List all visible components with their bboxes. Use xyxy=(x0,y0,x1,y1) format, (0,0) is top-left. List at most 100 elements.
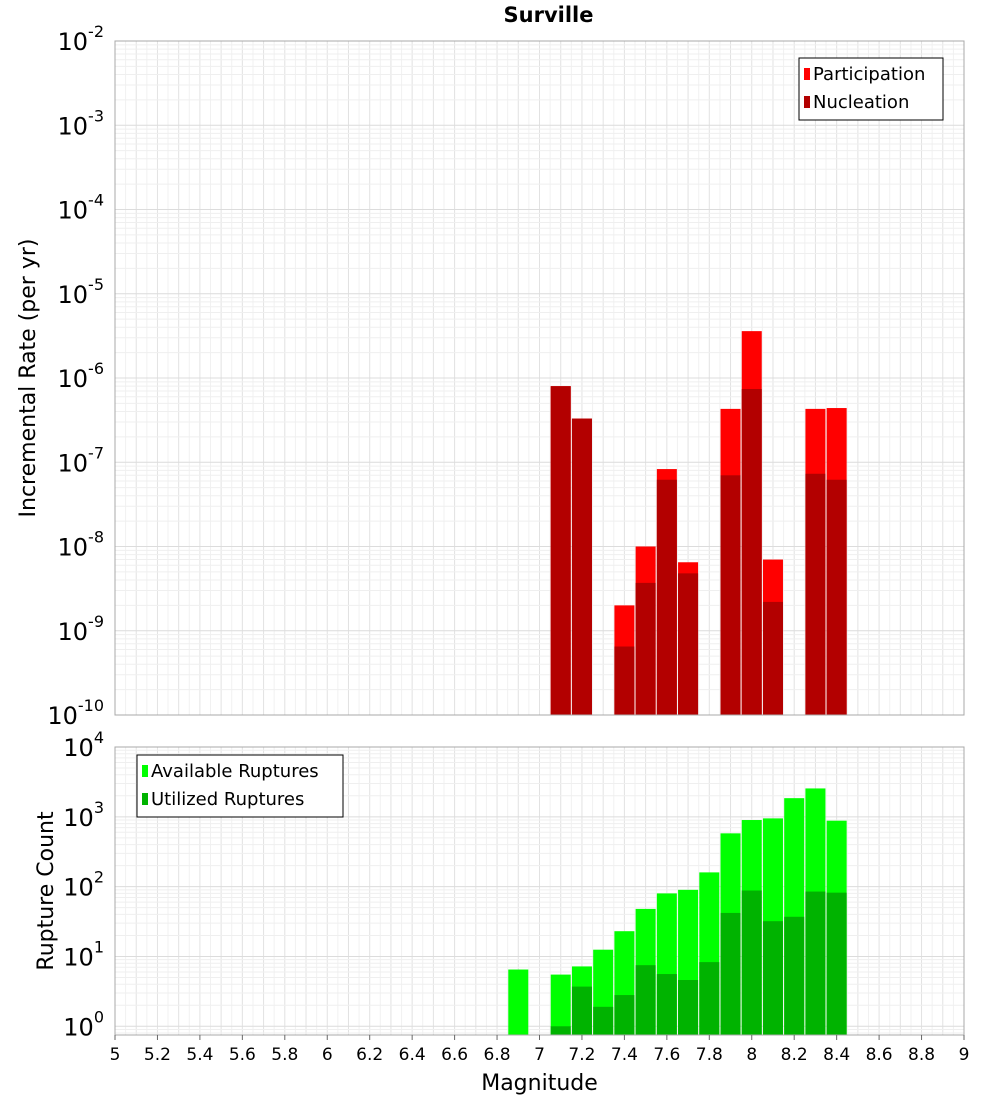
x-tick-label: 6.6 xyxy=(441,1045,468,1065)
y-tick-exponent: -10 xyxy=(78,696,104,715)
x-tick-label: 5.2 xyxy=(144,1045,171,1065)
x-tick-label: 7.8 xyxy=(696,1045,723,1065)
y-tick-label: 10-10 xyxy=(47,696,104,730)
legend-swatch-available-ruptures xyxy=(142,765,148,777)
legend-box xyxy=(136,754,344,818)
bar-available-ruptures xyxy=(550,974,571,1035)
y-tick-label: 10-7 xyxy=(58,443,105,477)
y-tick-exponent: -7 xyxy=(88,443,104,462)
bar-utilized-ruptures xyxy=(614,995,635,1035)
y-tick-base: 10 xyxy=(58,534,89,562)
x-tick-label: 6.8 xyxy=(484,1045,511,1065)
y-tick-base: 10 xyxy=(58,28,89,56)
y-tick-label: 10-6 xyxy=(58,359,105,393)
y-tick-label: 10-4 xyxy=(58,191,105,225)
y-tick-base: 10 xyxy=(58,112,89,140)
bar-utilized-ruptures xyxy=(784,916,805,1035)
y-axis-label: Rupture Count xyxy=(34,811,59,971)
legend-label: Participation xyxy=(813,64,925,85)
x-axis-label: Magnitude xyxy=(481,1071,598,1096)
x-tick-label: 5.8 xyxy=(271,1045,298,1065)
y-tick-exponent: -5 xyxy=(88,275,104,294)
bar-utilized-ruptures xyxy=(593,1006,614,1035)
y-tick-base: 10 xyxy=(63,1013,94,1041)
y-tick-label: 10-5 xyxy=(58,275,105,309)
x-tick-label: 7.4 xyxy=(611,1045,638,1065)
bar-utilized-ruptures xyxy=(678,980,699,1035)
y-tick-label: 100 xyxy=(63,1007,104,1041)
legend-label: Utilized Ruptures xyxy=(151,789,304,810)
y-axis-label: Incremental Rate (per yr) xyxy=(16,239,41,518)
bar-available-ruptures xyxy=(508,969,529,1035)
bar-utilized-ruptures xyxy=(741,890,762,1035)
x-tick-label: 7.6 xyxy=(653,1045,680,1065)
legend: Available Ruptures Utilized Ruptures xyxy=(136,754,344,818)
bar-utilized-ruptures xyxy=(571,986,592,1035)
legend-swatch-utilized-ruptures xyxy=(142,793,148,805)
y-tick-label: 102 xyxy=(63,868,104,902)
plot-border xyxy=(114,40,965,716)
x-tick-label: 6 xyxy=(322,1045,333,1065)
x-tick-label: 9 xyxy=(959,1045,970,1065)
y-tick-label: 10-3 xyxy=(58,106,105,140)
bar-utilized-ruptures xyxy=(826,892,847,1035)
bar-nucleation xyxy=(762,601,783,715)
y-tick-base: 10 xyxy=(63,734,94,762)
y-tick-label: 103 xyxy=(63,798,104,832)
bar-nucleation xyxy=(550,386,571,715)
bar-utilized-ruptures xyxy=(550,1026,571,1035)
y-tick-base: 10 xyxy=(58,449,89,477)
y-tick-label: 101 xyxy=(63,937,104,971)
legend-swatch-participation xyxy=(804,68,810,80)
y-tick-base: 10 xyxy=(58,618,89,646)
y-tick-base: 10 xyxy=(47,702,78,730)
y-tick-base: 10 xyxy=(63,804,94,832)
legend-box xyxy=(798,57,944,121)
x-tick-label: 5.6 xyxy=(229,1045,256,1065)
y-tick-exponent: -3 xyxy=(88,106,104,125)
y-tick-base: 10 xyxy=(63,874,94,902)
bar-utilized-ruptures xyxy=(720,912,741,1035)
x-tick-label: 8.4 xyxy=(823,1045,850,1065)
y-tick-exponent: -9 xyxy=(88,612,104,631)
y-tick-exponent: 4 xyxy=(94,728,104,747)
bar-nucleation xyxy=(571,418,592,715)
chart-panel-1: 10-210-310-410-510-610-710-810-910-10Inc… xyxy=(16,3,965,730)
y-tick-label: 10-9 xyxy=(58,612,105,646)
y-tick-exponent: -8 xyxy=(88,528,104,547)
y-tick-exponent: -4 xyxy=(88,191,104,210)
x-tick-label: 6.2 xyxy=(356,1045,383,1065)
x-tick-label: 8.8 xyxy=(908,1045,935,1065)
legend-label: Nucleation xyxy=(813,92,909,113)
y-tick-exponent: -2 xyxy=(88,22,104,41)
x-tick-label: 7.2 xyxy=(568,1045,595,1065)
bar-nucleation xyxy=(720,475,741,715)
y-tick-base: 10 xyxy=(58,365,89,393)
y-tick-base: 10 xyxy=(58,281,89,309)
y-tick-label: 10-2 xyxy=(58,22,105,56)
bar-nucleation xyxy=(656,479,677,715)
bar-nucleation xyxy=(678,573,699,715)
bar-nucleation xyxy=(826,479,847,715)
bar-utilized-ruptures xyxy=(635,965,656,1035)
x-tick-label: 8 xyxy=(746,1045,757,1065)
y-tick-label: 10-8 xyxy=(58,528,105,562)
y-tick-exponent: -6 xyxy=(88,359,104,378)
y-tick-exponent: 0 xyxy=(94,1007,104,1026)
bar-utilized-ruptures xyxy=(762,921,783,1035)
bar-utilized-ruptures xyxy=(699,962,720,1035)
x-tick-label: 8.6 xyxy=(866,1045,893,1065)
bar-utilized-ruptures xyxy=(656,974,677,1035)
x-tick-label: 5 xyxy=(110,1045,121,1065)
bar-nucleation xyxy=(614,646,635,715)
legend-label: Available Ruptures xyxy=(151,761,319,782)
x-tick-label: 8.2 xyxy=(781,1045,808,1065)
y-tick-base: 10 xyxy=(63,943,94,971)
x-tick-label: 7 xyxy=(534,1045,545,1065)
x-tick-label: 6.4 xyxy=(399,1045,426,1065)
bar-utilized-ruptures xyxy=(805,891,826,1035)
legend: Participation Nucleation xyxy=(798,57,944,121)
